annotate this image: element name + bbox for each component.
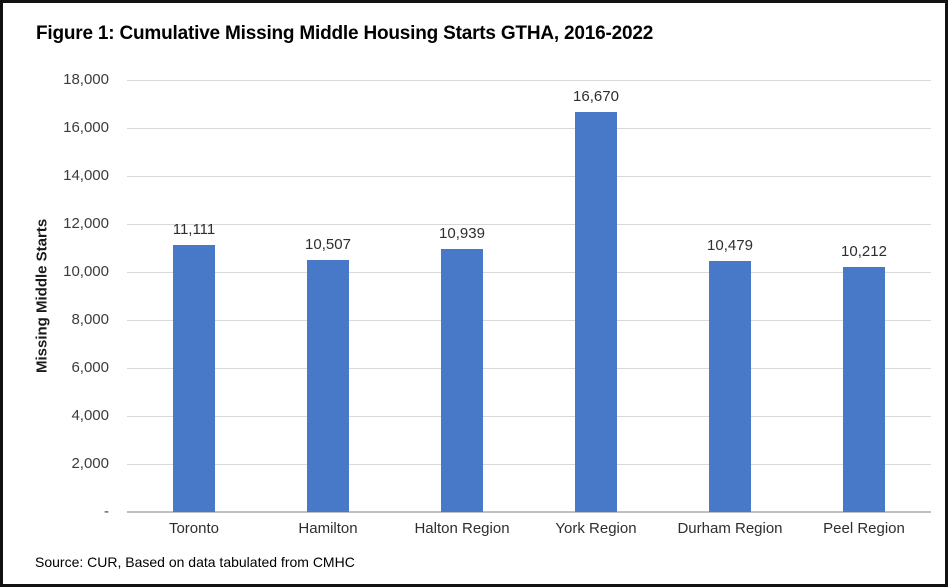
bar: [575, 111, 617, 512]
gridline: [127, 272, 931, 273]
y-tick-label: 18,000: [63, 71, 109, 88]
y-axis-title: Missing Middle Starts: [33, 218, 51, 374]
x-category-label: Hamilton: [298, 520, 358, 537]
x-axis-line: [127, 511, 931, 513]
y-tick-label: 4,000: [71, 407, 109, 424]
bar-slot: 11,111: [127, 80, 261, 512]
bar-value-label: 10,479: [707, 236, 753, 254]
gridline: [127, 464, 931, 465]
bar-value-label: 10,939: [439, 225, 485, 243]
x-category-label: Toronto: [168, 520, 220, 537]
x-category-label: Halton Region: [414, 520, 510, 537]
gridline: [127, 368, 931, 369]
x-category-label: York Region: [555, 520, 637, 537]
y-tick-label: -: [104, 503, 109, 520]
gridline: [127, 80, 931, 81]
source-note: Source: CUR, Based on data tabulated fro…: [35, 554, 355, 570]
bar: [843, 266, 885, 512]
bar-value-label: 11,111: [172, 221, 216, 239]
y-tick-label: 16,000: [63, 119, 109, 136]
gridline: [127, 320, 931, 321]
bar: [441, 249, 483, 512]
y-tick-label: 14,000: [63, 167, 109, 184]
plot-area: 11,111 10,507 10,939 16,670 10,479 10,212: [127, 80, 931, 513]
x-category-label: Peel Region: [823, 520, 905, 537]
bar: [307, 259, 349, 512]
bar-slot: 10,939: [395, 80, 529, 512]
y-tick-label: 10,000: [63, 263, 109, 280]
y-tick-label: 8,000: [71, 311, 109, 328]
x-axis-category-labels: Toronto Hamilton Halton Region York Region D…: [127, 520, 931, 542]
gridline: [127, 128, 931, 129]
gridline: [127, 224, 931, 225]
bar-slot: 10,212: [797, 80, 931, 512]
bar-value-label: 10,507: [305, 235, 351, 253]
bar: [173, 245, 215, 512]
gridline: [127, 416, 931, 417]
bar-value-label: 16,670: [573, 87, 619, 105]
bar-slot: 10,479: [663, 80, 797, 512]
gridline: [127, 176, 931, 177]
chart-title: Figure 1: Cumulative Missing Middle Hous…: [36, 23, 654, 44]
bar-slot: 16,670: [529, 80, 663, 512]
y-tick-label: 6,000: [71, 359, 109, 376]
y-tick-label: 12,000: [63, 215, 109, 232]
x-category-label: Durham Region: [677, 520, 783, 537]
bar-value-label: 10,212: [841, 242, 887, 260]
y-tick-label: 2,000: [71, 455, 109, 472]
bar: [709, 260, 751, 512]
bar-slot: 10,507: [261, 80, 395, 512]
